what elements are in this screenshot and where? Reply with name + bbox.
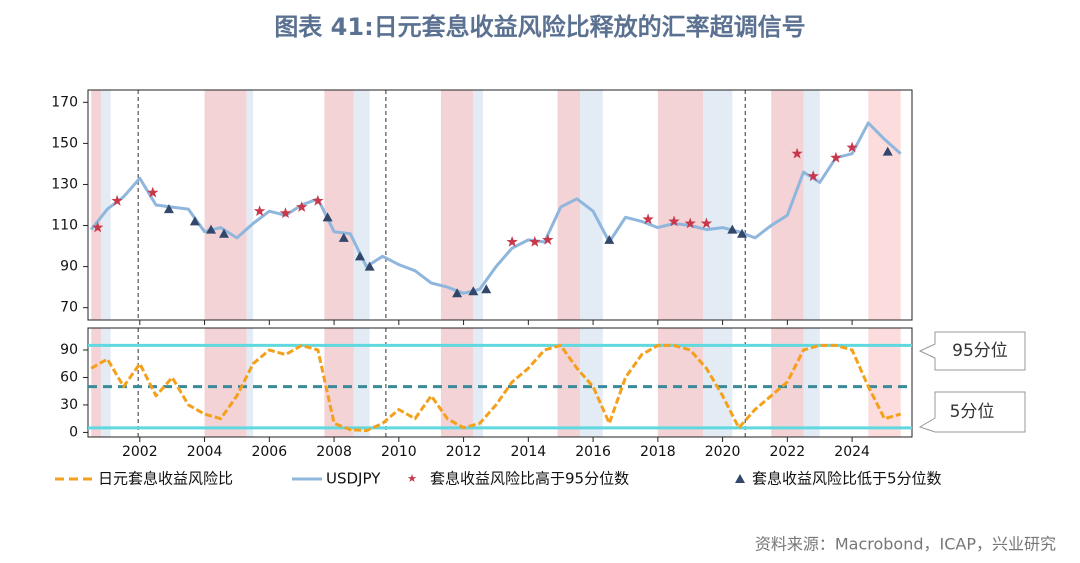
marker [542, 233, 554, 245]
shaded-period [557, 328, 581, 437]
shaded-period [440, 90, 474, 320]
annotation: 5分位 [950, 402, 995, 422]
marker [279, 207, 292, 219]
shaded-period [803, 90, 820, 320]
x-tick-label: 2002 [122, 444, 158, 460]
annotation: 95分位 [952, 341, 1008, 361]
marker [92, 221, 104, 233]
marker [529, 236, 541, 247]
shaded-period [100, 90, 111, 320]
marker [481, 284, 492, 294]
marker [668, 215, 680, 227]
y-tick-label: 170 [51, 94, 78, 110]
legend-swatch [735, 474, 745, 483]
plot-frame [87, 327, 913, 438]
legend-label: 套息收益风险比高于95分位数 [430, 470, 629, 488]
y-tick-label: 30 [60, 397, 78, 413]
marker [807, 170, 819, 182]
marker [846, 141, 858, 153]
marker [452, 288, 463, 298]
marker [700, 217, 713, 229]
shaded-period [703, 90, 733, 320]
shaded-period [771, 90, 804, 320]
shaded-period [473, 328, 484, 437]
shaded-period [657, 90, 704, 320]
y-tick-label: 110 [51, 218, 78, 234]
marker [830, 151, 842, 163]
legend-label: 套息收益风险比低于5分位数 [752, 470, 942, 488]
x-tick-label: 2020 [705, 444, 741, 460]
marker [218, 228, 229, 238]
shaded-period [324, 90, 354, 320]
x-tick-label: 2012 [446, 444, 482, 460]
shaded-period [100, 328, 111, 437]
x-tick-label: 2016 [575, 444, 611, 460]
marker [206, 224, 217, 234]
y-tick-label: 60 [60, 369, 78, 385]
shaded-period [246, 328, 254, 437]
marker [791, 147, 803, 159]
x-tick-label: 2014 [511, 444, 547, 460]
chart-title: 图表 41:日元套息收益风险比释放的汇率超调信号 [274, 13, 805, 41]
y-tick-label: 70 [60, 300, 78, 316]
y-tick-label: 0 [69, 424, 78, 440]
shaded-period [557, 90, 581, 320]
marker [882, 146, 893, 156]
source-note: 资料来源：Macrobond，ICAP，兴业研究 [755, 535, 1056, 554]
x-tick-label: 2024 [834, 444, 870, 460]
marker [111, 194, 123, 206]
x-tick-label: 2018 [640, 444, 676, 460]
y-tick-label: 150 [51, 135, 78, 151]
shaded-period [91, 328, 101, 437]
shaded-period [353, 328, 370, 437]
annotation-box [918, 391, 1026, 433]
marker [727, 224, 738, 234]
shaded-period [353, 90, 370, 320]
marker [189, 216, 200, 226]
shaded-period [473, 90, 484, 320]
x-tick-label: 2006 [251, 444, 287, 460]
annotation-box [918, 331, 1026, 371]
data-line [90, 121, 902, 295]
marker [506, 236, 518, 247]
marker [468, 286, 479, 296]
marker [338, 232, 349, 242]
marker [642, 213, 654, 225]
marker [312, 194, 324, 206]
x-tick-label: 2022 [770, 444, 806, 460]
legend-label: USDJPY [326, 470, 381, 488]
marker [253, 205, 266, 216]
marker [604, 234, 615, 244]
data-line [90, 343, 902, 433]
y-tick-label: 130 [51, 176, 78, 192]
marker [364, 261, 375, 271]
shaded-period [91, 90, 101, 320]
x-tick-label: 2004 [187, 444, 223, 460]
plot-frame [87, 89, 913, 321]
shaded-period [803, 328, 820, 437]
shaded-period [246, 90, 254, 320]
marker [737, 228, 748, 238]
y-tick-label: 90 [60, 342, 78, 358]
shaded-period [580, 90, 603, 320]
y-tick-label: 90 [60, 259, 78, 275]
marker [296, 201, 308, 212]
marker [147, 186, 159, 198]
legend-label: 日元套息收益风险比 [98, 470, 233, 488]
legend-swatch: ★ [407, 472, 417, 485]
x-tick-label: 2010 [381, 444, 417, 460]
shaded-period [204, 90, 247, 320]
marker [163, 204, 174, 214]
legend: 日元套息收益风险比 USDJPY ★ 套息收益风险比高于95分位数 套息收益风险… [55, 470, 942, 488]
marker [322, 212, 333, 222]
shaded-period [868, 90, 901, 320]
marker [684, 217, 696, 229]
x-tick-label: 2008 [316, 444, 352, 460]
marker [354, 251, 365, 261]
